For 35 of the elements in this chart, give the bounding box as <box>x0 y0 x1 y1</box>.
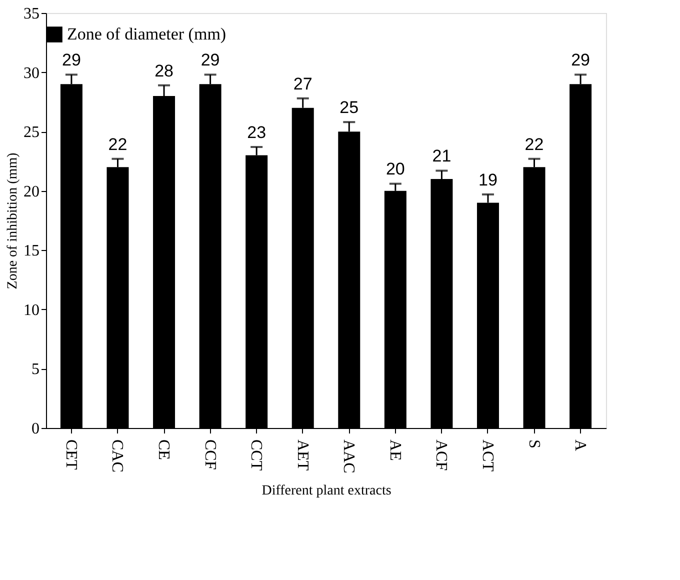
y-tick-label: 20 <box>24 183 40 200</box>
x-tick-label: CCT <box>248 440 265 471</box>
data-label: 21 <box>432 146 452 166</box>
y-tick-label: 15 <box>24 242 40 260</box>
y-axis-title: Zone of inhibition (mm) <box>6 152 20 290</box>
data-label: 19 <box>478 170 498 190</box>
data-label: 29 <box>571 50 590 70</box>
x-tick-label: ACT <box>478 440 496 472</box>
x-tick-label: ACF <box>432 440 450 471</box>
x-tick-label: AET <box>294 440 311 471</box>
data-label: 28 <box>154 61 174 80</box>
x-tick-label: CET <box>62 440 80 470</box>
y-tick-label: 30 <box>24 64 40 82</box>
x-tick-label: CCF <box>201 440 218 470</box>
x-tick-label: A <box>572 440 589 452</box>
data-label: 29 <box>62 50 81 70</box>
legend-label: Zone of diameter (mm) <box>67 24 226 44</box>
data-label: 22 <box>108 134 128 154</box>
data-label: 25 <box>340 98 359 118</box>
data-label: 20 <box>386 160 405 179</box>
data-label: 29 <box>200 50 220 70</box>
y-tick-label: 35 <box>24 6 40 22</box>
x-tick-label: S <box>525 440 542 448</box>
data-label: 27 <box>293 74 312 94</box>
y-tick-label: 5 <box>32 361 40 378</box>
y-tick-label: 25 <box>24 124 40 142</box>
x-tick-label: AAC <box>340 440 358 474</box>
y-tick-label: 0 <box>32 420 40 438</box>
data-label: 22 <box>524 134 544 154</box>
data-label: 23 <box>247 122 266 142</box>
x-tick-label: CE <box>155 440 172 460</box>
y-tick-label: 10 <box>24 302 40 319</box>
x-axis-title: Different plant extracts <box>262 483 392 498</box>
x-tick-label: AE <box>386 440 404 461</box>
x-tick-label: CAC <box>108 440 126 472</box>
